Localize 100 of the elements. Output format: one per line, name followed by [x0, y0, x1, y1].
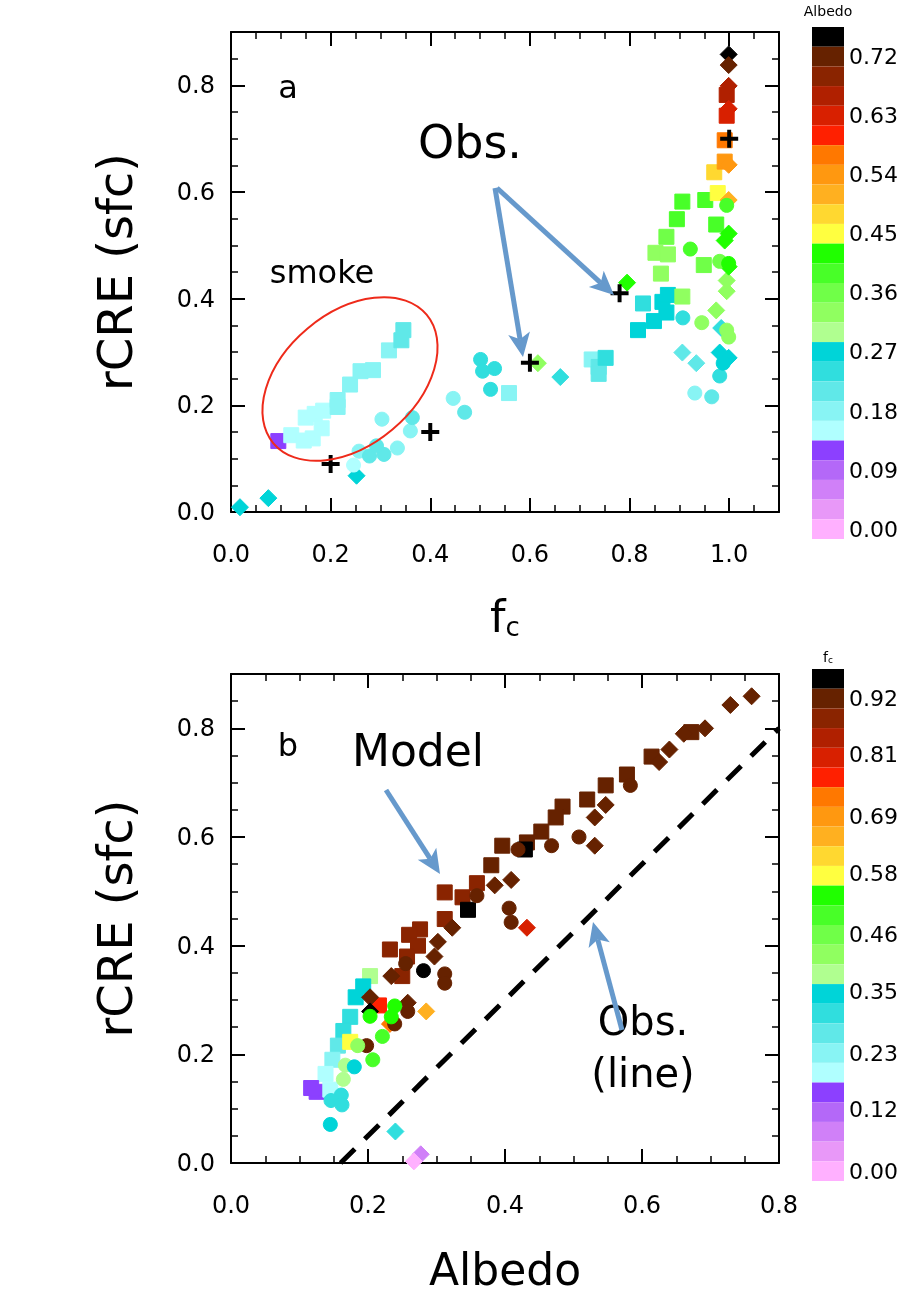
point — [696, 719, 715, 738]
point — [303, 1080, 320, 1097]
x-tick-label: 0.6 — [510, 540, 549, 568]
point — [533, 823, 550, 840]
point — [658, 228, 675, 245]
point — [694, 315, 710, 331]
point — [483, 857, 500, 874]
point — [350, 1038, 366, 1054]
point — [362, 1008, 378, 1024]
point — [421, 423, 440, 441]
color-bar-label: 0.58 — [849, 860, 898, 886]
color-bar-label: 0.00 — [849, 1158, 898, 1184]
point — [544, 838, 560, 854]
point — [342, 376, 359, 393]
color-bar-label: 0.12 — [849, 1097, 898, 1123]
color-bar-label: 0.69 — [849, 804, 898, 830]
x-tick-label: 1.0 — [710, 540, 749, 568]
x-tick-label: 0.4 — [485, 1191, 525, 1219]
point — [443, 918, 462, 937]
point — [719, 56, 738, 75]
point — [361, 988, 380, 1007]
x-tick-label: 0.6 — [622, 1191, 662, 1219]
point — [500, 385, 517, 402]
point — [322, 1116, 338, 1132]
point — [668, 211, 685, 228]
y-tick-label: 0.4 — [176, 284, 215, 313]
x-axis-title: Albedo — [428, 1243, 582, 1295]
color-bar-label: 0.23 — [849, 1040, 898, 1066]
x-tick-label: 0.0 — [211, 540, 251, 568]
point — [585, 836, 604, 855]
y-tick-label: 0.4 — [176, 931, 215, 960]
point — [324, 1051, 341, 1068]
point — [346, 457, 362, 473]
y-tick-label: 0.8 — [176, 714, 215, 743]
point — [510, 842, 526, 857]
y-tick-label: 0.0 — [176, 498, 215, 526]
point — [334, 1097, 350, 1113]
y-tick-label: 0.8 — [176, 71, 215, 100]
point — [417, 1002, 436, 1021]
x-axis-title: fc — [490, 590, 520, 642]
x-tick-label: 0.8 — [759, 1191, 799, 1219]
point — [708, 216, 725, 233]
x-tick-label: 0.0 — [211, 1191, 251, 1219]
point — [674, 288, 691, 305]
x-tick-label: 0.4 — [411, 540, 450, 568]
color-bar-label: 0.54 — [849, 162, 898, 188]
point — [720, 129, 739, 148]
point — [618, 273, 637, 292]
point — [428, 932, 447, 951]
point — [380, 342, 397, 359]
point — [660, 740, 679, 759]
point — [675, 310, 691, 326]
color-bar-label: 0.81 — [849, 742, 898, 768]
color-bar-label: 0.35 — [849, 978, 898, 1004]
point — [457, 404, 473, 420]
point — [362, 448, 377, 464]
point — [707, 301, 726, 320]
point — [425, 947, 444, 966]
point — [622, 777, 638, 793]
point — [503, 914, 519, 930]
point — [517, 918, 536, 937]
point — [742, 687, 761, 706]
point — [547, 809, 564, 826]
y-axis-title: rCRE (sfc) — [87, 799, 143, 1038]
point — [259, 489, 278, 508]
color-bar-label: 0.36 — [849, 280, 898, 306]
point — [315, 402, 332, 419]
point — [571, 829, 587, 845]
point — [520, 353, 539, 372]
y-tick-label: 0.2 — [176, 391, 215, 420]
point — [473, 351, 489, 367]
point — [365, 1052, 381, 1068]
point — [346, 1059, 362, 1075]
x-tick-label: 0.2 — [348, 1191, 388, 1219]
point — [469, 888, 485, 904]
annotation: b — [277, 726, 299, 764]
point — [398, 956, 414, 972]
color-bar-label: 0.45 — [849, 221, 898, 247]
color-bar-label: 0.72 — [849, 44, 898, 70]
color-bar-label: 0.27 — [849, 339, 898, 365]
y-axis-title: rCRE (sfc) — [87, 153, 143, 391]
annotation: smoke — [269, 253, 375, 291]
color-bar-label: 0.09 — [849, 457, 898, 483]
point — [460, 901, 477, 918]
point — [502, 870, 521, 889]
y-tick-label: 0.0 — [176, 1149, 215, 1177]
point — [487, 361, 503, 377]
color-bar-label: 0.63 — [849, 103, 898, 129]
point — [230, 498, 249, 517]
annotation: Obs. — [418, 115, 522, 169]
color-bar-label: 0.92 — [849, 685, 898, 711]
point — [374, 1028, 390, 1044]
point — [347, 989, 364, 1006]
point — [501, 900, 517, 916]
point — [483, 381, 499, 397]
point — [712, 368, 728, 384]
point — [596, 795, 615, 814]
point — [416, 963, 431, 979]
y-tick-label: 0.6 — [176, 823, 215, 851]
color-bar-label: 0.46 — [849, 922, 898, 948]
